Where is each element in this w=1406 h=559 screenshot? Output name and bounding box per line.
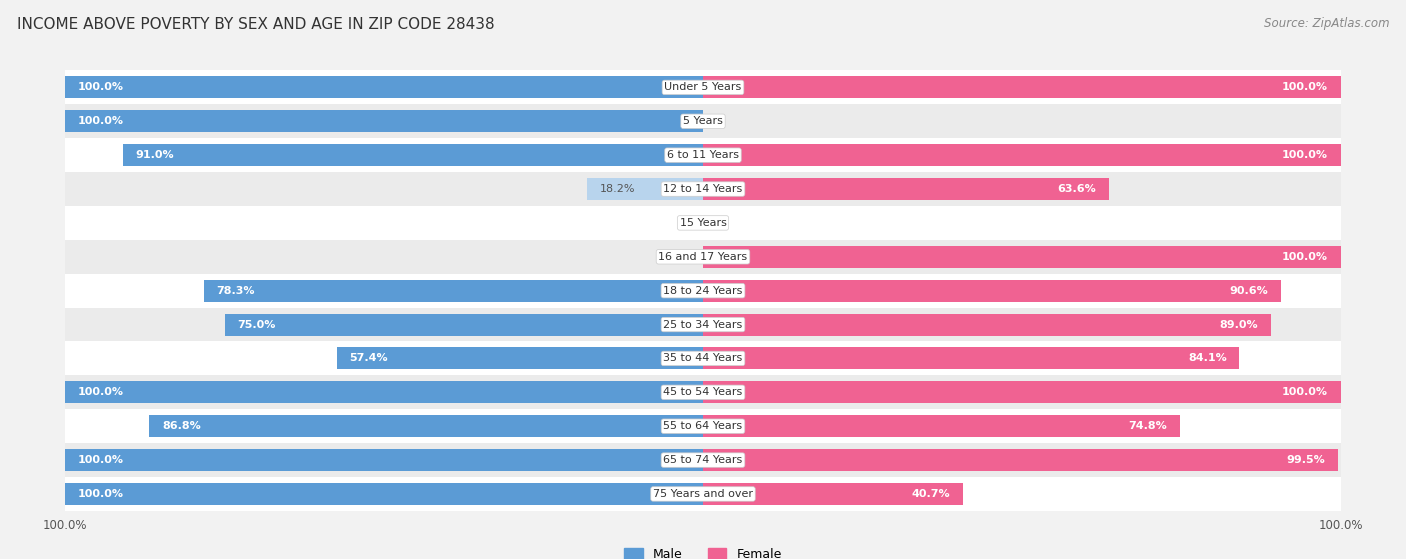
Text: 18.2%: 18.2% <box>599 184 636 194</box>
Text: 100.0%: 100.0% <box>1282 82 1329 92</box>
Bar <box>703 415 1180 437</box>
Bar <box>65 172 1341 206</box>
Bar <box>65 274 1341 307</box>
Text: 16 and 17 Years: 16 and 17 Years <box>658 252 748 262</box>
Text: 55 to 64 Years: 55 to 64 Years <box>664 421 742 431</box>
Legend: Male, Female: Male, Female <box>619 543 787 559</box>
Text: 6 to 11 Years: 6 to 11 Years <box>666 150 740 160</box>
Bar <box>703 144 1341 166</box>
Bar <box>65 409 1341 443</box>
Bar <box>703 314 1271 335</box>
Bar <box>65 240 1341 274</box>
Text: 84.1%: 84.1% <box>1188 353 1226 363</box>
Bar <box>65 138 1341 172</box>
Text: 100.0%: 100.0% <box>77 82 124 92</box>
Text: 18 to 24 Years: 18 to 24 Years <box>664 286 742 296</box>
Bar <box>65 381 703 404</box>
Bar <box>65 70 1341 105</box>
Text: 100.0%: 100.0% <box>77 116 124 126</box>
Bar <box>65 443 1341 477</box>
Text: 57.4%: 57.4% <box>350 353 388 363</box>
Text: 40.7%: 40.7% <box>911 489 950 499</box>
Text: 90.6%: 90.6% <box>1229 286 1268 296</box>
Text: Under 5 Years: Under 5 Years <box>665 82 741 92</box>
Text: 100.0%: 100.0% <box>77 387 124 397</box>
Text: 86.8%: 86.8% <box>162 421 201 431</box>
Bar <box>65 77 703 98</box>
Bar <box>204 280 703 302</box>
Bar <box>65 449 703 471</box>
Bar <box>703 280 1281 302</box>
Bar <box>703 381 1341 404</box>
Bar <box>65 110 703 132</box>
Text: 100.0%: 100.0% <box>77 489 124 499</box>
Bar <box>703 77 1341 98</box>
Bar <box>65 307 1341 342</box>
Text: 74.8%: 74.8% <box>1129 421 1167 431</box>
Bar <box>586 178 703 200</box>
Text: 15 Years: 15 Years <box>679 218 727 228</box>
Bar <box>703 483 963 505</box>
Bar <box>65 342 1341 376</box>
Bar <box>225 314 703 335</box>
Bar <box>65 105 1341 138</box>
Bar <box>65 376 1341 409</box>
Bar <box>703 449 1337 471</box>
Text: 75.0%: 75.0% <box>238 320 276 330</box>
Bar <box>703 246 1341 268</box>
Text: 89.0%: 89.0% <box>1219 320 1258 330</box>
Bar <box>65 477 1341 511</box>
Text: 100.0%: 100.0% <box>77 455 124 465</box>
Text: Source: ZipAtlas.com: Source: ZipAtlas.com <box>1264 17 1389 30</box>
Text: 35 to 44 Years: 35 to 44 Years <box>664 353 742 363</box>
Bar <box>703 178 1109 200</box>
Text: 100.0%: 100.0% <box>1282 252 1329 262</box>
Bar <box>65 483 703 505</box>
Bar <box>122 144 703 166</box>
Text: 100.0%: 100.0% <box>1282 150 1329 160</box>
Text: INCOME ABOVE POVERTY BY SEX AND AGE IN ZIP CODE 28438: INCOME ABOVE POVERTY BY SEX AND AGE IN Z… <box>17 17 495 32</box>
Text: 25 to 34 Years: 25 to 34 Years <box>664 320 742 330</box>
Bar <box>65 206 1341 240</box>
Bar <box>703 348 1240 369</box>
Text: 100.0%: 100.0% <box>1282 387 1329 397</box>
Text: 5 Years: 5 Years <box>683 116 723 126</box>
Text: 45 to 54 Years: 45 to 54 Years <box>664 387 742 397</box>
Text: 65 to 74 Years: 65 to 74 Years <box>664 455 742 465</box>
Bar <box>337 348 703 369</box>
Text: 78.3%: 78.3% <box>217 286 254 296</box>
Text: 75 Years and over: 75 Years and over <box>652 489 754 499</box>
Bar <box>149 415 703 437</box>
Text: 99.5%: 99.5% <box>1286 455 1324 465</box>
Text: 63.6%: 63.6% <box>1057 184 1095 194</box>
Text: 12 to 14 Years: 12 to 14 Years <box>664 184 742 194</box>
Text: 91.0%: 91.0% <box>135 150 174 160</box>
